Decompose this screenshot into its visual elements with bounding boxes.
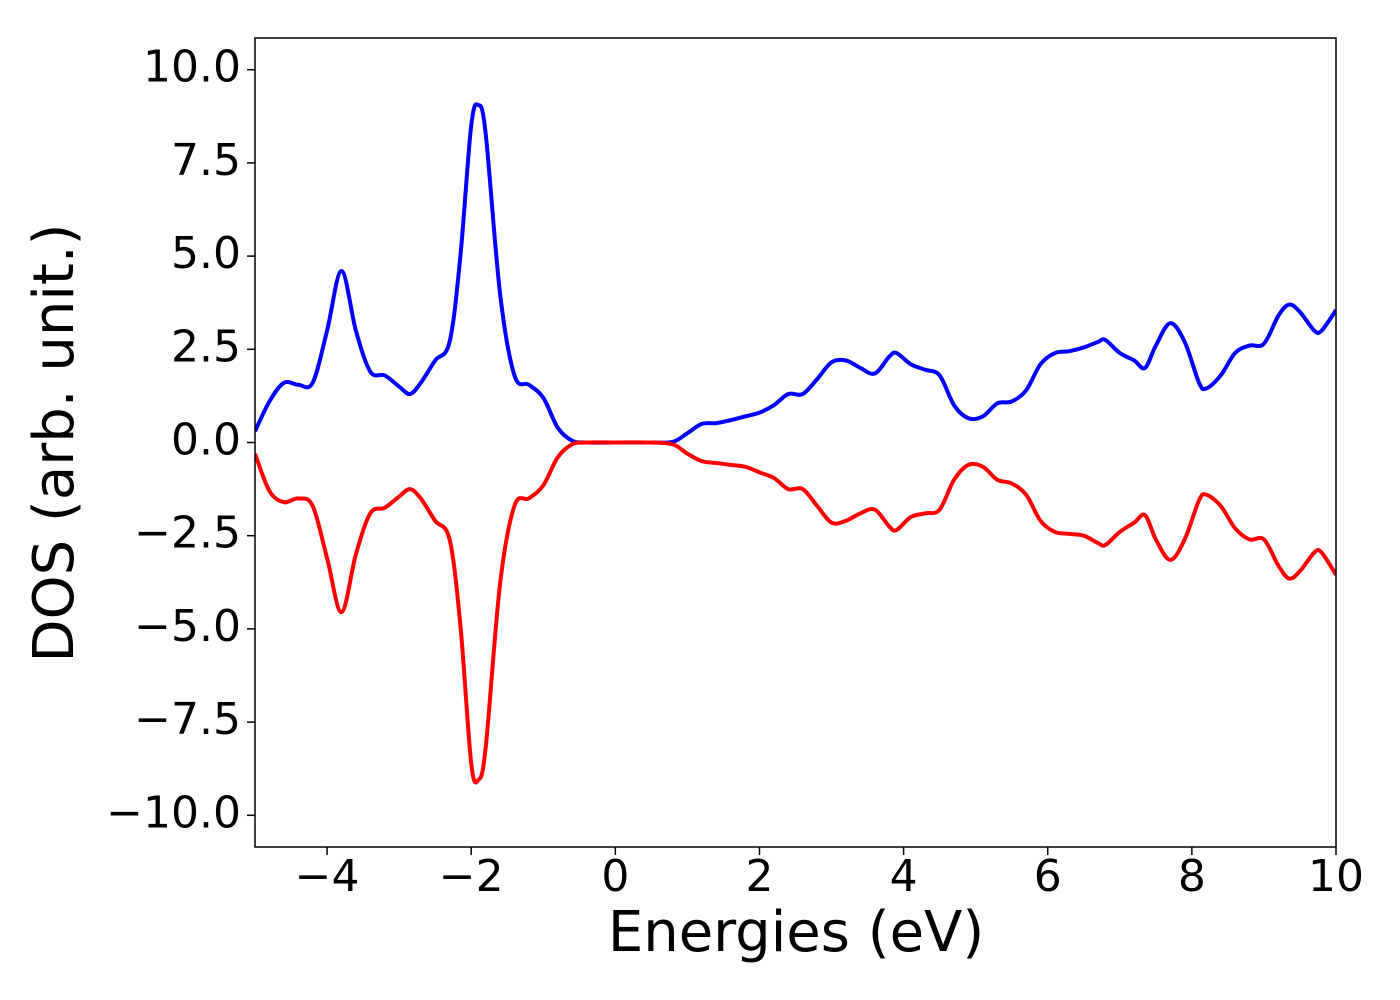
y-tick-label: −7.5 bbox=[134, 694, 241, 745]
x-tick-label: 0 bbox=[601, 851, 629, 902]
y-tick-label: 10.0 bbox=[143, 42, 241, 93]
y-tick-label: 2.5 bbox=[171, 321, 241, 372]
y-tick-label: −10.0 bbox=[106, 787, 241, 838]
dos-line bbox=[255, 440, 1336, 785]
x-tick-label: −2 bbox=[439, 851, 504, 902]
x-tick-label: 8 bbox=[1178, 851, 1206, 902]
x-axis-label: Energies (eV) bbox=[608, 900, 984, 965]
x-tick-label: 10 bbox=[1308, 851, 1364, 902]
y-tick-label: −2.5 bbox=[134, 508, 241, 559]
y-tick-label: 7.5 bbox=[171, 135, 241, 186]
x-tick-label: −4 bbox=[295, 851, 360, 902]
y-axis-label: DOS (arb. unit.) bbox=[22, 223, 87, 662]
x-tick-label: 6 bbox=[1034, 851, 1062, 902]
y-tick-label: −5.0 bbox=[134, 601, 241, 652]
dos-line bbox=[255, 102, 1336, 445]
y-tick-label: 0.0 bbox=[171, 415, 241, 466]
y-tick-label: 5.0 bbox=[171, 228, 241, 279]
x-tick-label: 2 bbox=[745, 851, 773, 902]
plot-frame bbox=[254, 37, 1337, 848]
x-tick-label: 4 bbox=[890, 851, 918, 902]
